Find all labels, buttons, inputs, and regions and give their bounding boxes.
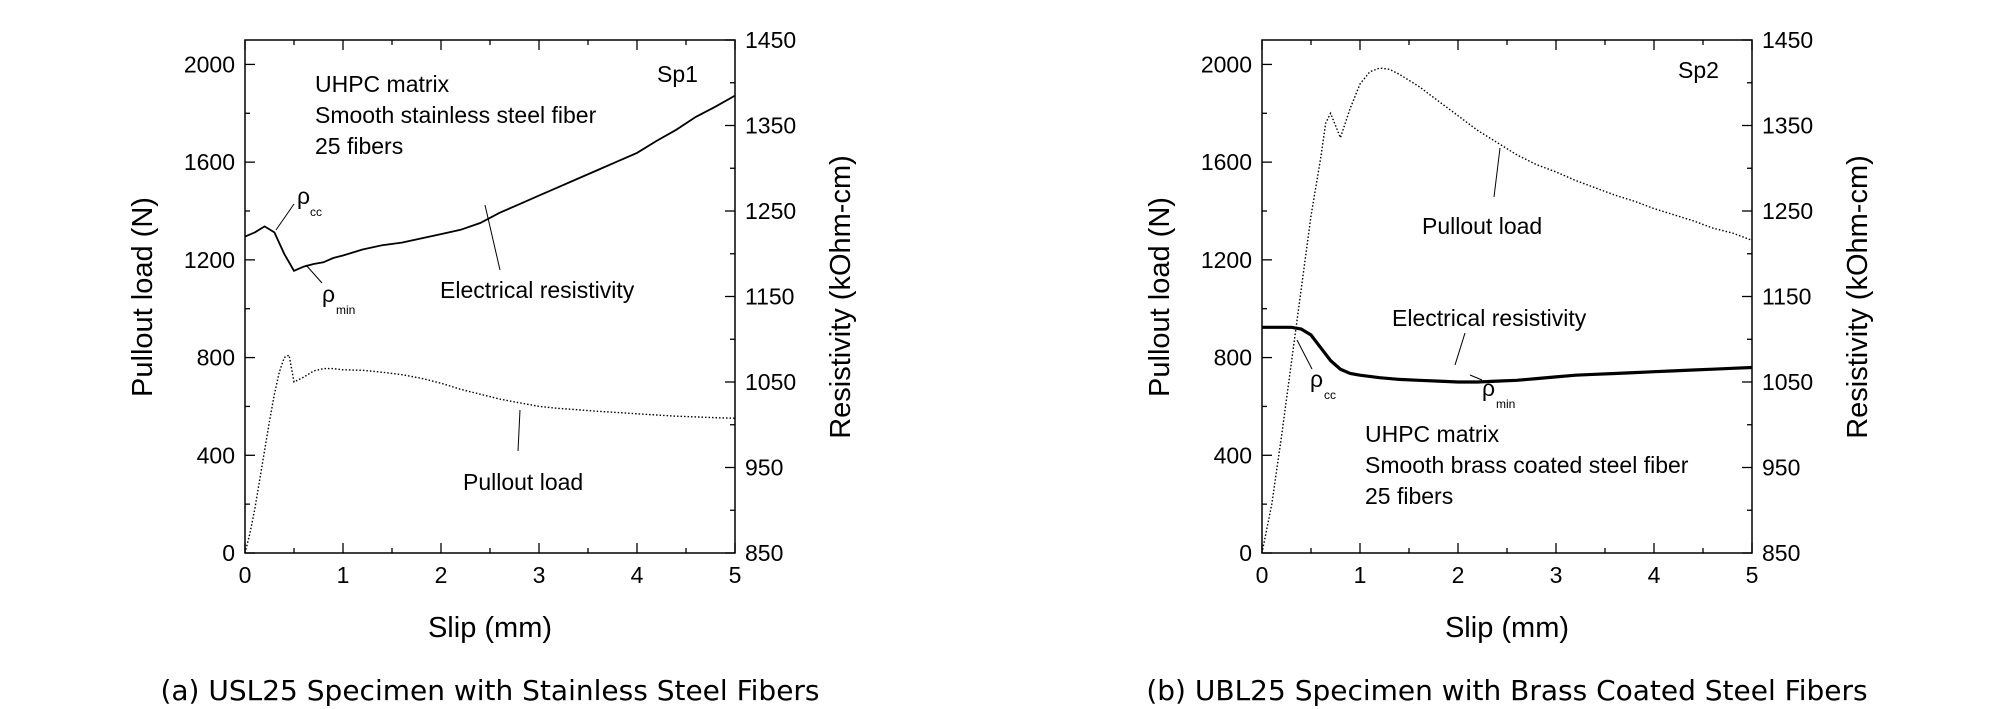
leader-pullout-b [1493,147,1501,198]
pullout-load-line-a [244,354,736,554]
y2-tick-label: 850 [1762,540,1800,566]
y-tick-label: 1600 [184,149,235,175]
x-tick-label: 4 [1648,562,1661,588]
x-tick-label: 4 [631,562,644,588]
caption-b: (b) UBL25 Specimen with Brass Coated Ste… [1146,674,1867,707]
info-line-2-b: Smooth brass coated steel fiber [1365,452,1689,478]
x-axis-label-b: Slip (mm) [1445,612,1569,644]
x-tick-label: 5 [1746,562,1759,588]
y2-axis-label-b: Resistivity (kOhm-cm) [1842,155,1874,439]
y-tick-label: 1200 [1201,247,1252,273]
y2-tick-label: 1450 [1762,27,1813,53]
rho-min-a: ρ [322,281,335,307]
x-axis-label-a: Slip (mm) [428,612,552,644]
leader-resistivity-b [1454,332,1466,366]
y2-tick-label: 1150 [745,284,794,310]
y2-tick-label: 850 [745,540,783,566]
annotation-resistivity-a: Electrical resistivity [440,277,635,303]
info-line-3-b: 25 fibers [1365,483,1453,509]
y2-tick-label: 1350 [1762,113,1813,139]
y2-axis-label-a: Resistivity (kOhm-cm) [825,155,857,439]
leader-pullout-a [517,409,521,452]
y2-tick-label: 1350 [745,113,796,139]
specimen-label-b: Sp2 [1678,57,1719,83]
y2-tick-label: 1050 [745,369,796,395]
y-axis-label-a: Pullout load (N) [127,197,159,397]
y2-tick-label: 1050 [1762,369,1813,395]
rho-cc-sub-a: cc [310,205,322,219]
y2-tick-label: 1250 [1762,198,1813,224]
x-tick-label: 3 [1550,562,1563,588]
leader-rho-cc-b [1296,339,1313,370]
y2-tick-label: 950 [1762,455,1800,481]
rho-cc-b: ρ [1310,366,1323,392]
x-tick-label: 0 [239,562,252,588]
x-tick-label: 2 [1452,562,1465,588]
panel-a: 0 1 2 3 4 5 0 400 800 1200 1600 2000 850 950 1050 1150 1… [127,27,857,707]
pullout-load-line-b [1261,67,1753,554]
info-line-1-b: UHPC matrix [1365,421,1500,447]
x-tick-label: 3 [533,562,546,588]
leader-rho-min-a [305,264,323,284]
y2-tick-label: 1450 [745,27,796,53]
x-tick-label: 0 [1256,562,1269,588]
resistivity-line-b [1262,325,1753,384]
rho-cc-sub-b: cc [1324,388,1336,402]
y-tick-label: 2000 [1201,51,1252,77]
x-tick-label: 1 [337,562,350,588]
y-tick-label: 2000 [184,51,235,77]
specimen-label-a: Sp1 [657,61,698,87]
leader-resistivity-a [484,204,501,271]
info-line-2-a: Smooth stainless steel fiber [315,102,597,128]
ticks-a: 0 1 2 3 4 5 0 400 800 1200 1600 2000 850 950 1050 1150 1… [184,27,796,588]
leader-rho-min-b [1469,374,1483,381]
resistivity-line-a [244,94,736,272]
x-tick-label: 5 [729,562,742,588]
y2-tick-label: 1250 [745,198,796,224]
y-axis-label-b: Pullout load (N) [1144,197,1176,397]
rho-min-sub-b: min [1496,397,1515,411]
rho-min-sub-a: min [336,303,355,317]
y2-tick-label: 1150 [1762,284,1811,310]
rho-cc-a: ρ [297,183,310,209]
y2-tick-label: 950 [745,455,783,481]
y-tick-label: 800 [197,345,235,371]
annotation-resistivity-b: Electrical resistivity [1392,305,1587,331]
annotation-pullout-a: Pullout load [463,469,583,495]
x-tick-label: 1 [1354,562,1367,588]
y-tick-label: 400 [1214,442,1252,468]
y-tick-label: 1600 [1201,149,1252,175]
y-tick-label: 1200 [184,247,235,273]
rho-min-b: ρ [1482,375,1495,401]
y-tick-label: 0 [1239,540,1252,566]
panel-b: 0 1 2 3 4 5 0 400 800 1200 1600 2000 850 950 1050 1150 1… [1144,27,1874,707]
info-line-3-a: 25 fibers [315,133,403,159]
y-tick-label: 0 [222,540,235,566]
ticks-b: 0 1 2 3 4 5 0 400 800 1200 1600 2000 850 950 1050 1150 1… [1201,27,1813,588]
leader-rho-cc-a [275,203,295,231]
y-tick-label: 800 [1214,345,1252,371]
annotation-pullout-b: Pullout load [1422,213,1542,239]
y-tick-label: 400 [197,442,235,468]
x-tick-label: 2 [435,562,448,588]
info-line-1-a: UHPC matrix [315,71,450,97]
caption-a: (a) USL25 Specimen with Stainless Steel … [160,674,819,707]
